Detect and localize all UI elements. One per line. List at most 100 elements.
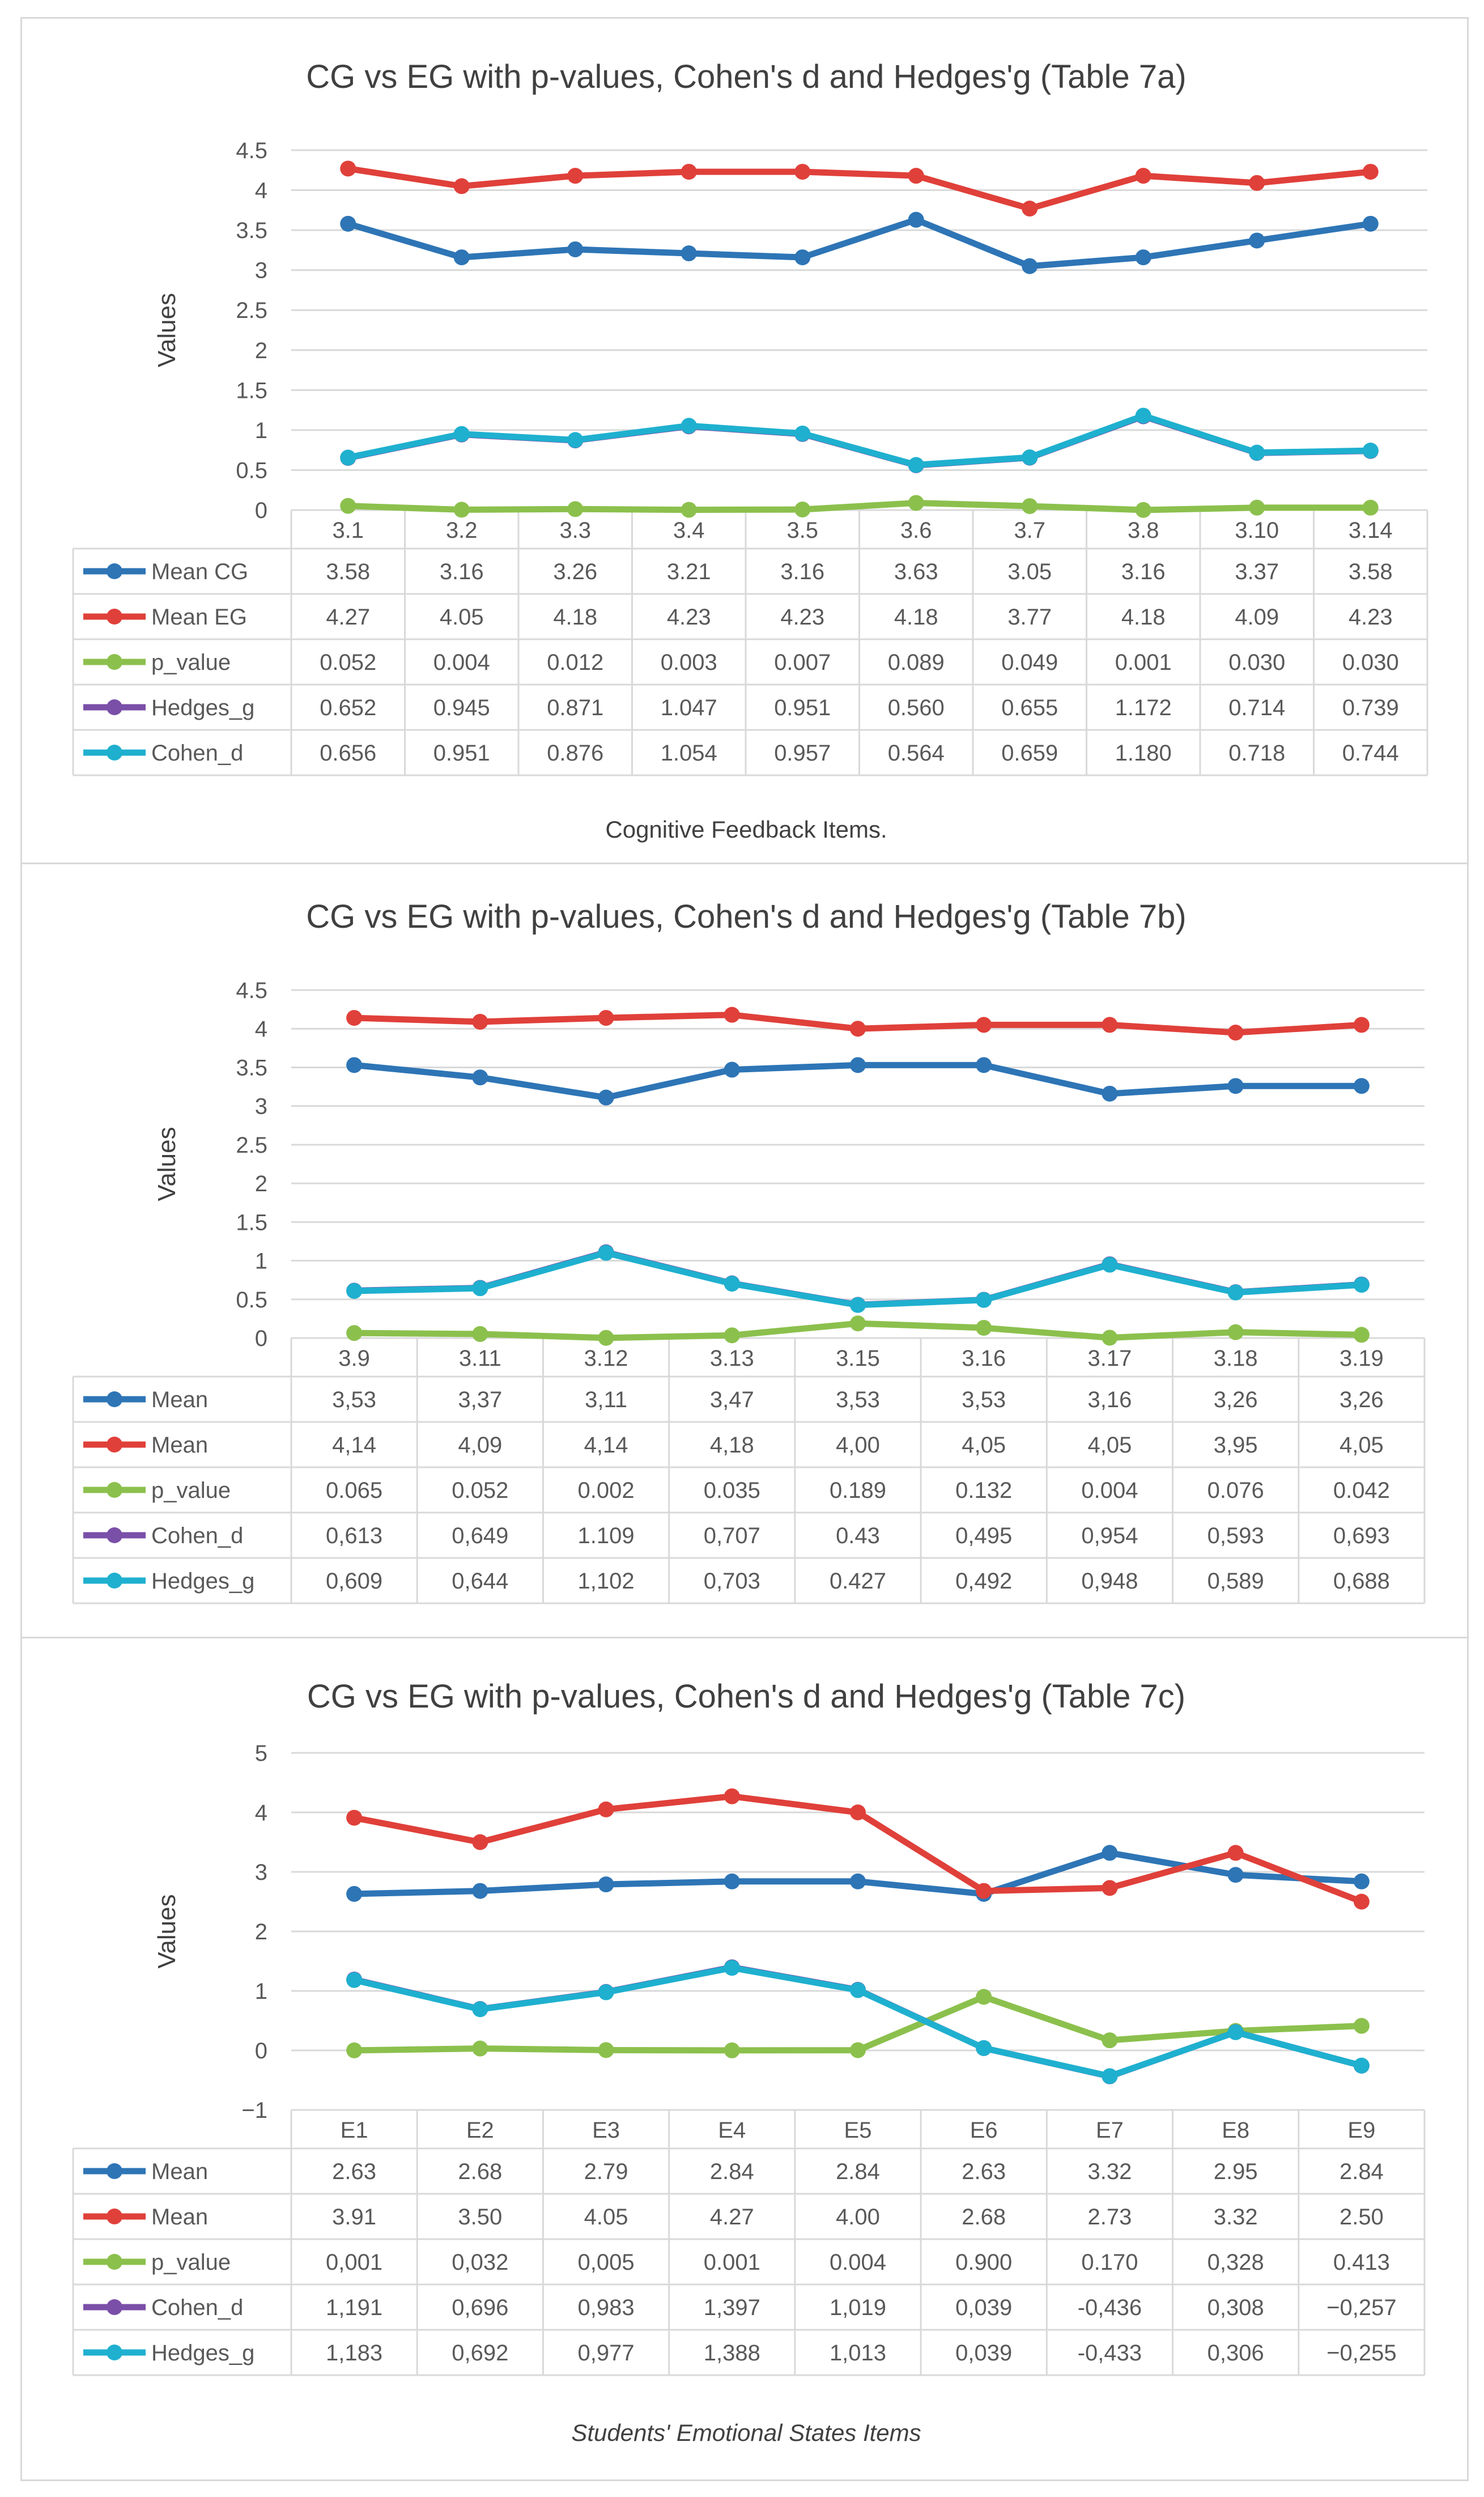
chart-7c: CG vs EG with p-values, Cohen's d and He…	[72, 1678, 1426, 2446]
series-line	[345, 165, 1374, 212]
table-cell-value: 0,696	[452, 2295, 508, 2320]
data-point	[567, 501, 584, 517]
data-point	[472, 1883, 488, 1899]
data-point	[1353, 1327, 1370, 1343]
table-cell-value: 0,492	[955, 1569, 1012, 1594]
data-point	[1022, 498, 1038, 515]
table-cell-value: 3,26	[1214, 1387, 1258, 1412]
table-cell-value: 0.739	[1342, 695, 1399, 720]
legend-series-name: p_value	[151, 650, 231, 675]
table-cell-value: 0.900	[955, 2250, 1012, 2275]
table-cell-value: 1,019	[830, 2295, 886, 2320]
x-category-label: 3.19	[1340, 1346, 1384, 1371]
table-cell-value: -0,436	[1078, 2295, 1142, 2320]
table-cell-value: 3.26	[553, 559, 597, 584]
data-point	[976, 1057, 992, 1073]
data-point	[1227, 1078, 1244, 1094]
data-point	[976, 2040, 992, 2056]
data-point	[1102, 1085, 1118, 1102]
y-tick-label: 4.5	[236, 978, 267, 1003]
table-cell-value: 0.007	[774, 650, 831, 675]
x-category-label: 3.9	[338, 1346, 370, 1371]
y-tick-label: 2	[255, 338, 267, 363]
table-cell-value: 4.05	[440, 605, 484, 630]
table-cell-value: −0,255	[1326, 2341, 1396, 2366]
table-cell-value: 0,983	[578, 2295, 635, 2320]
data-point	[1102, 2068, 1118, 2084]
data-point	[794, 425, 811, 441]
data-point	[1227, 2024, 1244, 2040]
y-tick-label: 5	[255, 1741, 267, 1766]
data-point	[850, 2042, 866, 2058]
data-point	[724, 1960, 740, 1976]
table-cell-value: 0.871	[547, 695, 603, 720]
table-cell-value: 0.945	[433, 695, 490, 720]
table-cell-value: 3,53	[962, 1387, 1006, 1412]
data-point	[724, 1007, 740, 1023]
table-cell-value: 4,05	[1088, 1433, 1132, 1458]
data-point	[681, 245, 697, 262]
data-point	[598, 1245, 614, 1261]
legend-series-name: p_value	[151, 2250, 231, 2275]
data-point	[598, 1330, 614, 1346]
table-cell-value: 3,26	[1340, 1387, 1384, 1412]
y-tick-label: 2	[255, 1920, 267, 1944]
data-point	[976, 1292, 992, 1308]
table-cell-value: 0,707	[704, 1523, 760, 1548]
data-point	[1227, 1324, 1244, 1340]
legend-series-name: Cohen_d	[151, 1523, 243, 1548]
data-point	[472, 1834, 488, 1850]
x-category-label: 3.10	[1235, 518, 1279, 543]
data-point	[724, 1061, 740, 1078]
data-point	[1249, 232, 1265, 249]
table-cell-value: 2.79	[584, 2159, 628, 2184]
legend-key-marker	[107, 609, 122, 625]
data-point	[976, 1989, 992, 2005]
table-cell-value: 0.002	[578, 1478, 635, 1503]
table-cell-value: 4.23	[667, 605, 711, 630]
x-axis-label: Students' Emotional States Items	[571, 2419, 921, 2446]
legend-key-marker	[107, 1482, 122, 1498]
x-category-label: 3.18	[1214, 1346, 1258, 1371]
y-tick-label: 1.5	[236, 378, 267, 403]
x-category-label: 3.12	[584, 1346, 628, 1371]
x-category-label: 3.1	[332, 518, 364, 543]
table-cell-value: 0.951	[433, 741, 490, 766]
data-point	[453, 178, 470, 194]
table-cell-value: 0.564	[888, 741, 945, 766]
table-cell-value: 4,14	[584, 1433, 628, 1458]
chart-panel-7a: CG vs EG with p-values, Cohen's d and He…	[20, 17, 1469, 867]
data-point	[472, 1280, 488, 1297]
table-cell-value: 0.089	[888, 650, 945, 675]
legend-series-name: p_value	[151, 1478, 231, 1503]
table-cell-value: 0.030	[1342, 650, 1399, 675]
table-cell-value: 0.189	[830, 1478, 886, 1503]
table-cell-value: 3,16	[1088, 1387, 1132, 1412]
series-line	[345, 499, 1374, 513]
table-cell-value: 4,05	[962, 1433, 1006, 1458]
data-point	[1362, 215, 1379, 232]
table-cell-value: 3.63	[894, 559, 938, 584]
table-cell-value: 1.172	[1115, 695, 1172, 720]
data-point	[976, 1883, 992, 1899]
legend-key-marker	[107, 699, 122, 715]
table-cell-value: 3,53	[836, 1387, 880, 1412]
table-cell-value: 0,649	[452, 1523, 508, 1548]
data-point	[681, 164, 697, 180]
y-tick-label: 1	[255, 418, 267, 443]
y-tick-label: 0.5	[236, 1288, 267, 1313]
table-cell-value: 4.18	[894, 605, 938, 630]
x-category-label: 3.11	[459, 1346, 501, 1371]
x-category-label: 3.6	[900, 518, 932, 543]
y-tick-label: 3.5	[236, 218, 267, 243]
table-cell-value: 0,589	[1207, 1569, 1264, 1594]
table-cell-value: 0.076	[1207, 1478, 1264, 1503]
table-cell-value: 1,102	[578, 1569, 635, 1594]
table-cell-value: 1.180	[1115, 741, 1172, 766]
y-tick-label: 4.5	[236, 138, 267, 163]
table-cell-value: 0.652	[320, 695, 376, 720]
table-cell-value: 0.718	[1228, 741, 1285, 766]
table-cell-value: 3.32	[1088, 2159, 1132, 2184]
data-point	[346, 1325, 363, 1341]
table-cell-value: 3.37	[1235, 559, 1279, 584]
